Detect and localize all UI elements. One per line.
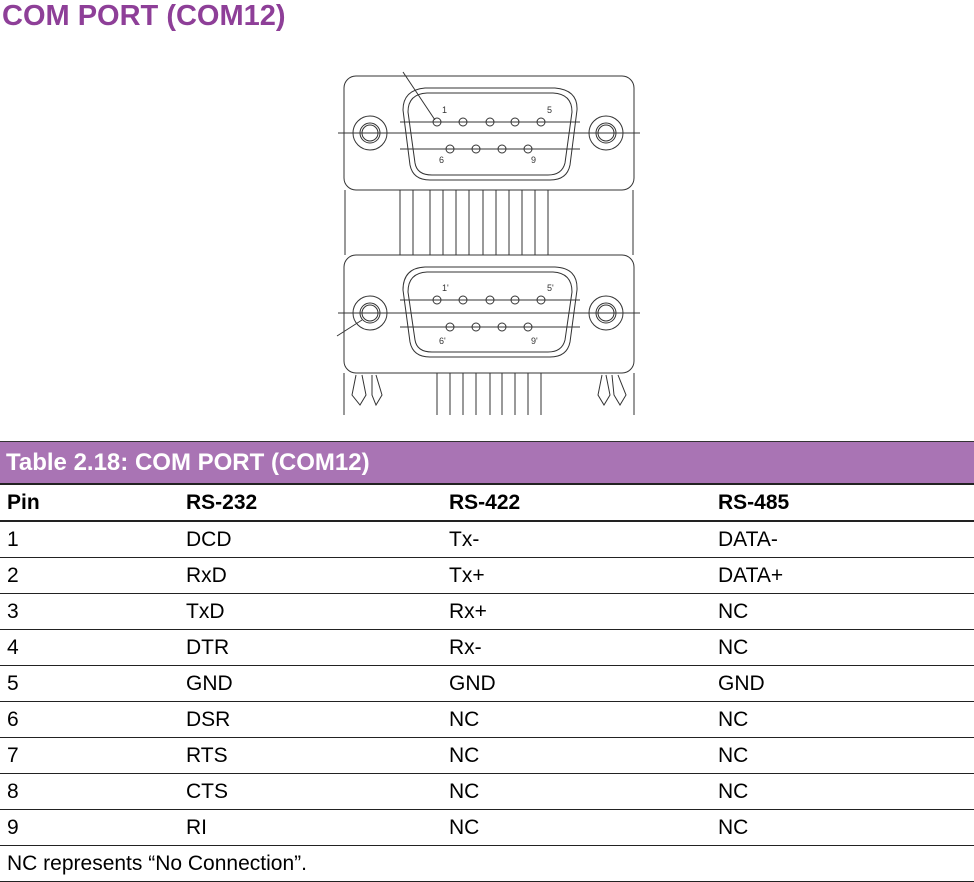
table-cell: RTS bbox=[179, 737, 442, 774]
column-header: RS-422 bbox=[442, 484, 711, 522]
table-cell: NC bbox=[711, 701, 974, 738]
column-header: Pin bbox=[0, 484, 179, 522]
table-cell: NC bbox=[711, 593, 974, 630]
column-header: RS-232 bbox=[179, 484, 442, 522]
table-cell: NC bbox=[711, 809, 974, 846]
table-note: NC represents “No Connection”. bbox=[0, 845, 974, 882]
table-cell: CTS bbox=[179, 773, 442, 810]
com-port-connector-diagram: 1 5 6 9 1' 5' 6' 9' bbox=[336, 71, 640, 415]
table-cell: NC bbox=[711, 773, 974, 810]
table-cell: GND bbox=[711, 665, 974, 702]
table-cell: DSR bbox=[179, 701, 442, 738]
table-cell: DTR bbox=[179, 629, 442, 666]
table-row: 1 DCD Tx- DATA- bbox=[0, 521, 974, 558]
table-cell: 2 bbox=[0, 557, 179, 594]
table-row: 7 RTS NC NC bbox=[0, 737, 974, 774]
table-cell: RI bbox=[179, 809, 442, 846]
pin-label: 9 bbox=[531, 155, 536, 165]
table-cell: Rx- bbox=[442, 629, 711, 666]
upper-pins bbox=[432, 117, 546, 154]
table-cell: DCD bbox=[179, 521, 442, 558]
pin-label: 9' bbox=[531, 336, 538, 346]
table-cell: NC bbox=[442, 809, 711, 846]
table-cell: NC bbox=[711, 737, 974, 774]
pin-label: 5' bbox=[547, 283, 554, 293]
table-cell: GND bbox=[442, 665, 711, 702]
table-row: 9 RI NC NC bbox=[0, 809, 974, 846]
pin-label: 5 bbox=[547, 105, 552, 115]
page-title: COM PORT (COM12) bbox=[2, 0, 286, 32]
table-cell: TxD bbox=[179, 593, 442, 630]
table-cell: RxD bbox=[179, 557, 442, 594]
table-cell: NC bbox=[711, 629, 974, 666]
column-header: RS-485 bbox=[711, 484, 974, 522]
table-cell: 3 bbox=[0, 593, 179, 630]
table-row: 8 CTS NC NC bbox=[0, 773, 974, 810]
table-cell: Rx+ bbox=[442, 593, 711, 630]
table-cell: Tx- bbox=[442, 521, 711, 558]
table-row: 6 DSR NC NC bbox=[0, 701, 974, 738]
pin-label: 1' bbox=[442, 283, 449, 293]
table-caption: Table 2.18: COM PORT (COM12) bbox=[0, 441, 974, 485]
table-cell: DATA+ bbox=[711, 557, 974, 594]
table-cell: NC bbox=[442, 773, 711, 810]
table-cell: 8 bbox=[0, 773, 179, 810]
table-cell: GND bbox=[179, 665, 442, 702]
table-cell: NC bbox=[442, 701, 711, 738]
table-cell: 9 bbox=[0, 809, 179, 846]
table-cell: 4 bbox=[0, 629, 179, 666]
table-cell: 5 bbox=[0, 665, 179, 702]
table-cell: 7 bbox=[0, 737, 179, 774]
table-header-row: Pin RS-232 RS-422 RS-485 bbox=[0, 484, 974, 522]
table-cell: 6 bbox=[0, 701, 179, 738]
table-row: 3 TxD Rx+ NC bbox=[0, 593, 974, 630]
table-row: 4 DTR Rx- NC bbox=[0, 629, 974, 666]
table-cell: NC bbox=[442, 737, 711, 774]
table-cell: Tx+ bbox=[442, 557, 711, 594]
table-row: 5 GND GND GND bbox=[0, 665, 974, 702]
pin-label: 1 bbox=[442, 105, 447, 115]
table-cell: DATA- bbox=[711, 521, 974, 558]
table-cell: 1 bbox=[0, 521, 179, 558]
table-row: 2 RxD Tx+ DATA+ bbox=[0, 557, 974, 594]
pin-label: 6 bbox=[439, 155, 444, 165]
com-port-table: Table 2.18: COM PORT (COM12) Pin RS-232 … bbox=[0, 441, 974, 882]
pin-label: 6' bbox=[439, 336, 446, 346]
